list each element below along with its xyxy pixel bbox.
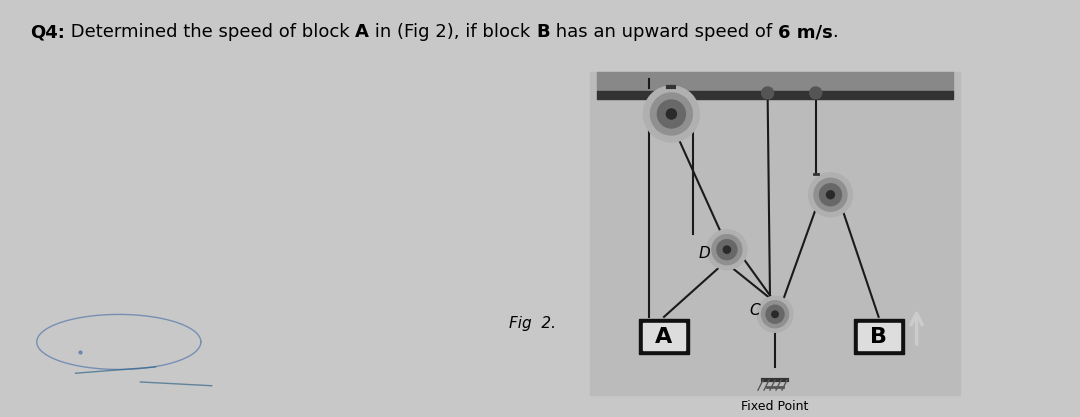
Bar xyxy=(643,323,685,350)
Text: .: . xyxy=(833,23,838,41)
Text: C: C xyxy=(750,303,759,318)
Text: 6 m/s: 6 m/s xyxy=(778,23,833,41)
Text: A: A xyxy=(656,327,673,347)
Circle shape xyxy=(766,305,784,323)
Text: Determined the speed of block: Determined the speed of block xyxy=(65,23,355,41)
Text: D: D xyxy=(699,246,711,261)
Circle shape xyxy=(809,173,852,217)
Circle shape xyxy=(820,184,841,206)
Text: has an upward speed of: has an upward speed of xyxy=(550,23,778,41)
Circle shape xyxy=(761,87,773,99)
Circle shape xyxy=(644,86,700,142)
Bar xyxy=(853,319,904,354)
Text: A: A xyxy=(355,23,369,41)
Text: Fixed Point: Fixed Point xyxy=(741,400,809,413)
Bar xyxy=(639,319,689,354)
Circle shape xyxy=(650,93,692,135)
Circle shape xyxy=(761,301,788,328)
Circle shape xyxy=(826,191,835,198)
Circle shape xyxy=(772,311,779,317)
Circle shape xyxy=(724,246,730,253)
Circle shape xyxy=(810,87,822,99)
Circle shape xyxy=(814,178,847,211)
Circle shape xyxy=(757,296,793,332)
Circle shape xyxy=(712,235,742,265)
Bar xyxy=(590,72,960,395)
Text: Q4:: Q4: xyxy=(30,23,65,41)
Circle shape xyxy=(717,240,737,260)
Circle shape xyxy=(666,109,676,119)
Circle shape xyxy=(707,230,747,270)
Text: in (Fig 2), if block: in (Fig 2), if block xyxy=(369,23,536,41)
Bar xyxy=(858,323,900,350)
Text: Fig  2.: Fig 2. xyxy=(509,317,555,332)
Text: B: B xyxy=(536,23,550,41)
Text: B: B xyxy=(870,327,887,347)
Circle shape xyxy=(658,100,686,128)
